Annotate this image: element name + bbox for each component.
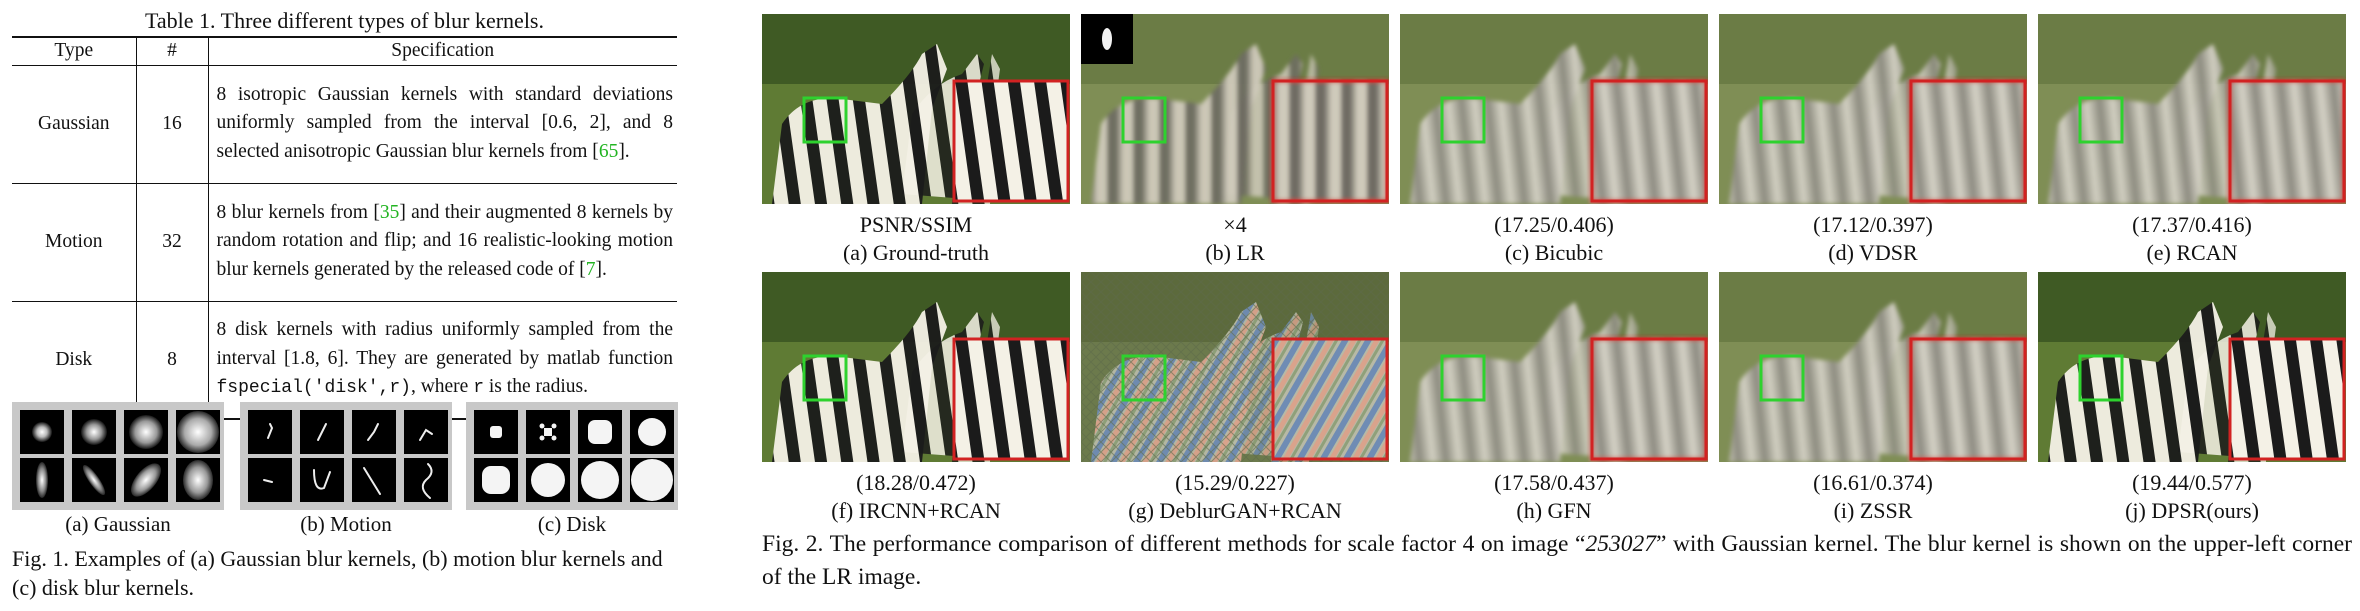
metric-label: (17.37/0.416) [2132, 212, 2252, 237]
row-count: 32 [136, 183, 209, 301]
kernel-image [72, 410, 116, 454]
panel-label: (j) DPSR(ours) [2125, 498, 2259, 523]
kernel-label-motion: (b) Motion [300, 512, 392, 536]
table-caption: Table 1. Three different types of blur k… [144, 8, 544, 33]
citation-link[interactable]: 35 [379, 201, 400, 223]
panel-label: (e) RCAN [2146, 240, 2238, 265]
panel-label: (c) Bicubic [1504, 240, 1604, 265]
metric-label: (17.25/0.406) [1494, 212, 1614, 237]
blur-kernel-table: Type # Specification Gaussian 16 8 isotr… [12, 36, 677, 420]
row-specification: 8 isotropic Gaussian kernels with standa… [216, 83, 674, 162]
metric-label: PSNR/SSIM [859, 212, 973, 237]
metric-label: (15.29/0.227) [1175, 470, 1295, 495]
kernel-label-gaussian: (a) Gaussian [65, 512, 171, 536]
panel-label: (i) ZSSR [1833, 498, 1913, 523]
panel-label: (a) Ground-truth [842, 240, 989, 265]
metric-label: (17.12/0.397) [1813, 212, 1933, 237]
result-image-lr [1081, 14, 1389, 204]
image-id: 253027 [1585, 531, 1656, 557]
kernel-image [124, 458, 168, 502]
table-header-row: Type # Specification [12, 37, 677, 65]
result-image-deblurgan-rcan [1081, 272, 1389, 462]
metric-label: (18.28/0.472) [856, 470, 976, 495]
kernel-image [176, 458, 220, 502]
metric-label: (19.44/0.577) [2132, 470, 2252, 495]
header-specification: Specification [391, 40, 495, 62]
result-image-rcan [2038, 14, 2346, 204]
row-type: Motion [12, 183, 137, 301]
disk-kernel-panel [466, 402, 678, 510]
row-count: 8 [136, 301, 209, 419]
kernel-image [124, 410, 168, 454]
kernel-image [20, 458, 64, 502]
result-image-ground-truth [762, 14, 1070, 204]
panel-label: (b) LR [1205, 240, 1265, 265]
panel-label: (f) IRCNN+RCAN [831, 498, 1001, 523]
table-row-gaussian: Gaussian 16 8 isotropic Gaussian kernels… [12, 65, 677, 183]
result-image-gfn [1400, 272, 1708, 462]
kernel-image [72, 458, 116, 502]
code-variable: r [473, 378, 485, 398]
row-count: 16 [136, 65, 209, 183]
result-image-zssr [1719, 272, 2027, 462]
table-row-disk: Disk 8 8 disk kernels with radius unifor… [12, 301, 677, 419]
fig1-caption: Fig. 1. Examples of (a) Gaussian blur ke… [12, 546, 663, 600]
code-snippet: fspecial('disk',r) [216, 378, 411, 398]
table-1: Table 1. Three different types of blur k… [12, 6, 677, 420]
panel-label: (d) VDSR [1828, 240, 1918, 265]
row-specification: 8 blur kernels from [35] and their augme… [216, 201, 674, 280]
result-image-dpsr [2038, 272, 2346, 462]
metric-label: (16.61/0.374) [1813, 470, 1933, 495]
panel-label: (g) DeblurGAN+RCAN [1128, 498, 1342, 523]
gaussian-kernel-panel [12, 402, 224, 510]
kernel-label-disk: (c) Disk [537, 512, 607, 536]
result-image-vdsr [1719, 14, 2027, 204]
header-type: Type [12, 37, 137, 65]
motion-kernels-drawing [248, 410, 448, 502]
table-row-motion: Motion 32 8 blur kernels from [35] and t… [12, 183, 677, 301]
citation-link[interactable]: 65 [598, 140, 619, 162]
disk-kernels-drawing [474, 410, 674, 502]
result-image-bicubic [1400, 14, 1708, 204]
kernel-image [20, 410, 64, 454]
citation-link[interactable]: 7 [585, 258, 596, 280]
row-type: Gaussian [12, 65, 137, 183]
row-specification: 8 disk kernels with radius uniformly sam… [216, 319, 674, 398]
row-type: Disk [12, 301, 137, 419]
kernel-image [176, 410, 220, 454]
header-count: # [136, 37, 209, 65]
result-image-ircnn-rcan [762, 272, 1070, 462]
panel-label: (h) GFN [1516, 498, 1592, 523]
metric-label: ×4 [1223, 212, 1247, 237]
fig2-caption: Fig. 2. The performance comparison of di… [762, 531, 2353, 590]
motion-kernel-panel [240, 402, 452, 510]
metric-label: (17.58/0.437) [1494, 470, 1614, 495]
